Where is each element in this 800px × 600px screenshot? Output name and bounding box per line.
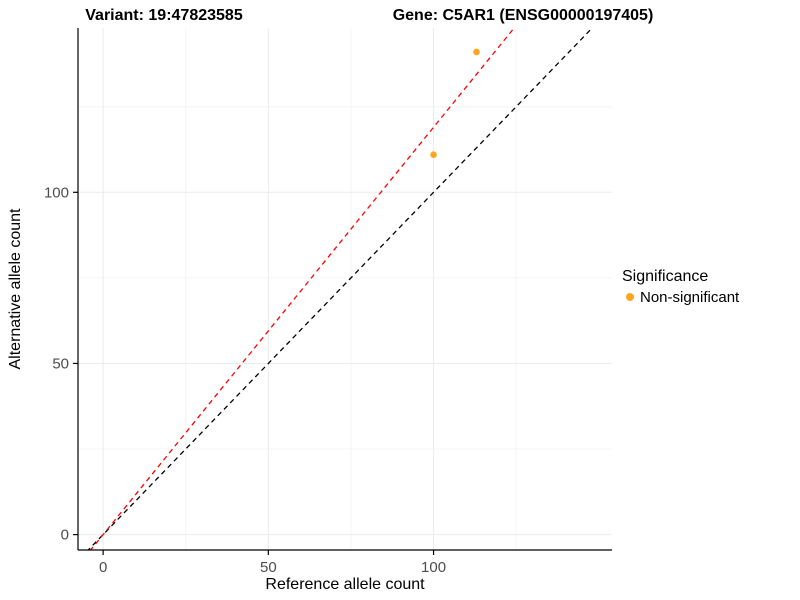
x-tick-label: 50 <box>260 559 277 576</box>
y-axis-title: Alternative allele count <box>7 208 24 370</box>
x-tick-label: 0 <box>99 559 107 576</box>
y-tick-label: 50 <box>52 355 69 372</box>
legend-item-label: Non-significant <box>640 289 740 306</box>
x-tick-label: 100 <box>421 559 446 576</box>
y-tick-label: 100 <box>44 184 69 201</box>
y-tick-label: 0 <box>61 527 69 544</box>
variant-title: Variant: 19:47823585 <box>85 7 243 24</box>
gene-title: Gene: C5AR1 (ENSG00000197405) <box>393 7 654 24</box>
data-point <box>430 151 437 158</box>
legend-point-icon <box>626 293 634 301</box>
expected-ratio-line <box>89 28 515 550</box>
data-point <box>473 48 480 56</box>
legend-title: Significance <box>622 268 708 285</box>
x-axis-title: Reference allele count <box>265 576 425 593</box>
identity-line <box>87 28 594 550</box>
plot-panel: 0 50 100 0 50 100 <box>44 28 612 576</box>
